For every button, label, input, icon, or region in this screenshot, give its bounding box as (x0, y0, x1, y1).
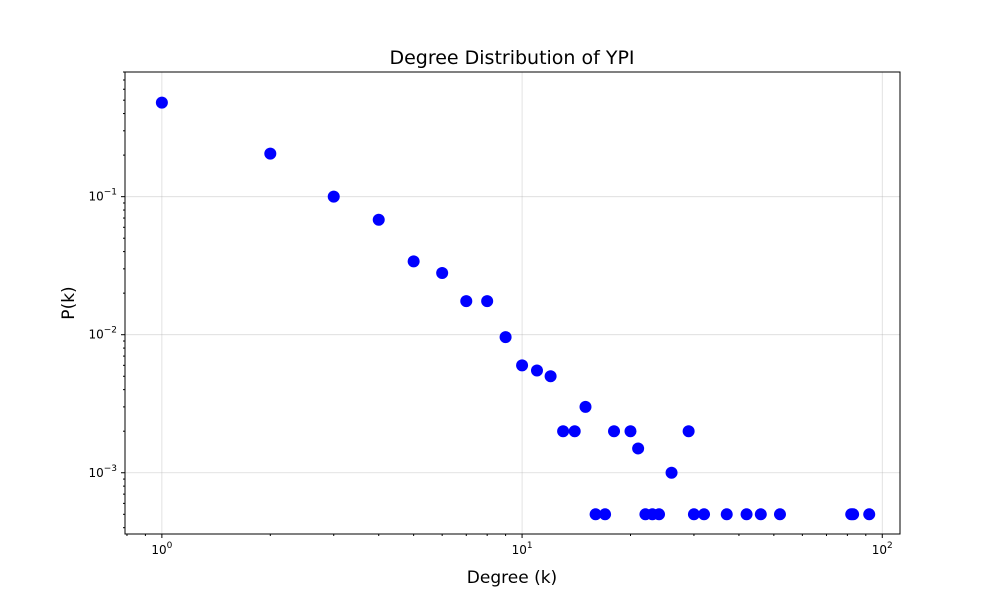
y-axis-label: P(k) (59, 286, 79, 319)
data-point-23 (665, 466, 678, 479)
data-point-27 (720, 508, 733, 521)
data-point-28 (740, 508, 753, 521)
ticks-layer: 100 101 102 10−3 10−2 10−1 (88, 71, 893, 557)
y-tick-label-1: 10−2 (88, 326, 117, 342)
data-point-17 (608, 425, 621, 438)
x-tick-label-1: 101 (512, 541, 533, 557)
data-point-26 (698, 508, 711, 521)
data-point-18 (624, 425, 637, 438)
data-point-32 (847, 508, 860, 521)
plot-frame (124, 71, 901, 535)
data-point-24 (682, 425, 695, 438)
grid-layer (125, 72, 900, 534)
x-tick-label-2: 102 (872, 541, 893, 557)
data-point-2 (327, 190, 340, 203)
chart-title: Degree Distribution of YPI (389, 47, 634, 69)
data-point-14 (579, 400, 592, 413)
points-layer (155, 96, 876, 521)
x-tick-label-0: 100 (151, 541, 172, 557)
data-point-13 (568, 425, 581, 438)
data-point-5 (436, 266, 449, 279)
data-point-16 (599, 508, 612, 521)
data-point-0 (155, 96, 168, 109)
data-point-19 (632, 442, 645, 455)
x-axis-label: Degree (k) (467, 568, 557, 588)
data-point-7 (481, 295, 494, 308)
data-point-29 (754, 508, 767, 521)
data-point-1 (264, 147, 277, 160)
data-point-11 (544, 370, 557, 383)
data-point-9 (516, 359, 529, 372)
data-point-22 (653, 508, 666, 521)
data-point-30 (773, 508, 786, 521)
data-point-33 (863, 508, 876, 521)
data-point-10 (530, 364, 543, 377)
data-point-15 (589, 508, 602, 521)
data-point-25 (687, 508, 700, 521)
data-point-4 (407, 255, 420, 268)
data-point-12 (557, 425, 570, 438)
y-tick-label-0: 10−3 (88, 464, 117, 480)
data-point-3 (372, 213, 385, 226)
data-point-6 (460, 295, 473, 308)
y-tick-label-2: 10−1 (88, 188, 117, 204)
data-point-8 (499, 331, 512, 344)
